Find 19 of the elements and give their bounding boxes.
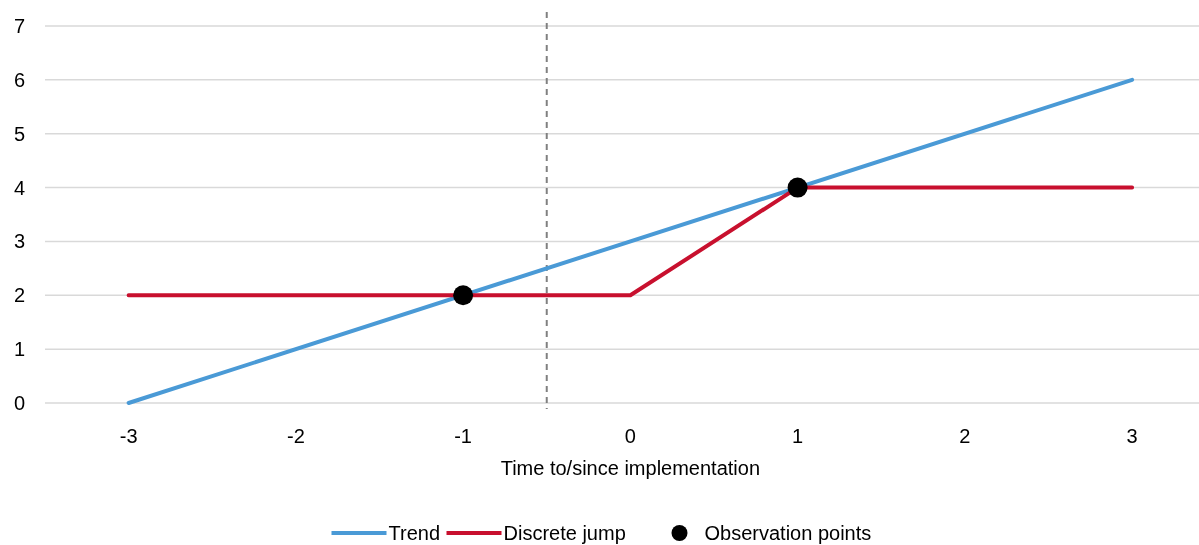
y-tick-label: 0 — [13, 392, 25, 414]
x-axis-title: Time to/since implementation — [500, 457, 761, 479]
x-tick-label: 3 — [1126, 425, 1138, 447]
y-tick-label: 1 — [13, 338, 25, 361]
x-tick-label: -2 — [286, 425, 305, 447]
legend-label: Discrete jump — [503, 522, 626, 544]
x-tick-label: 2 — [959, 425, 971, 447]
y-tick-label: 3 — [13, 230, 25, 253]
y-tick-label: 2 — [13, 284, 25, 307]
x-tick-label: 1 — [792, 425, 804, 447]
legend-label: Observation points — [704, 522, 872, 544]
y-tick-label: 5 — [13, 122, 25, 145]
legend-label: Trend — [388, 522, 441, 544]
y-tick-label: 6 — [13, 68, 25, 91]
y-tick-label: 4 — [13, 176, 25, 199]
x-tick-label: 0 — [624, 425, 636, 447]
x-tick-label: -3 — [119, 425, 138, 447]
x-tick-label: -1 — [454, 425, 473, 447]
y-tick-label: 7 — [13, 15, 25, 37]
